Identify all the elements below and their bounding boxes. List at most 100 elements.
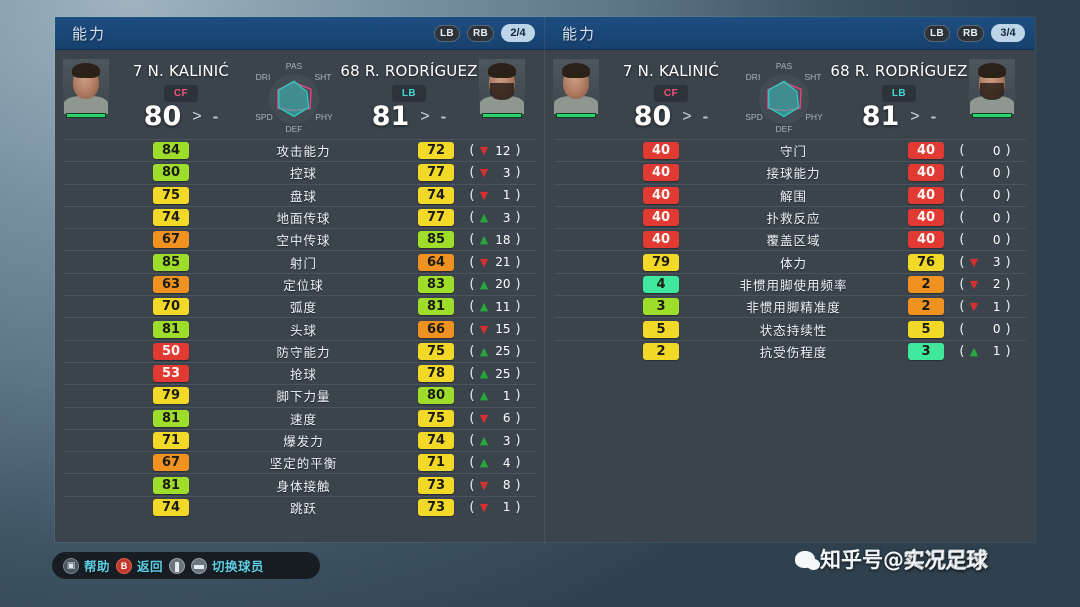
stat-row: 53 抢球 78(▲ 25) xyxy=(64,361,536,384)
bottom-bar-item[interactable]: 切换球员 xyxy=(191,556,264,575)
player-portrait-left xyxy=(63,59,109,119)
player-portrait-right xyxy=(479,59,525,119)
chevron-right-icon: > xyxy=(682,107,692,125)
rating-change-dash: - xyxy=(702,106,709,126)
dpad-horizontal-icon xyxy=(191,557,208,574)
stat-name: 地面传球 xyxy=(276,211,331,227)
diff-arrow-up: ▲ xyxy=(969,344,979,358)
diff-arrow-down: ▼ xyxy=(479,500,489,514)
diff-value: 21 xyxy=(495,255,511,270)
stat-difference: (0) xyxy=(959,232,1011,248)
diff-value: 1 xyxy=(502,500,511,515)
stat-difference: (0) xyxy=(959,143,1011,159)
chevron-right-icon: > xyxy=(192,107,202,125)
lb-bumper-button[interactable]: LB xyxy=(433,24,460,42)
bottom-bar-item[interactable]: B 返回 xyxy=(116,556,163,575)
stat-name: 速度 xyxy=(289,411,317,427)
stat-value-right: 64 xyxy=(418,253,454,271)
stat-value-right: 72 xyxy=(418,142,454,160)
radar-chart: PAS SHT PHY DEF SPD DRI xyxy=(739,58,829,138)
stat-value-left: 40 xyxy=(643,164,679,182)
stat-value-right: 40 xyxy=(908,142,944,160)
stat-name: 非惯用脚精准度 xyxy=(746,300,841,316)
page-indicator: 2/4 xyxy=(501,24,535,42)
stat-difference: (0) xyxy=(959,210,1011,226)
stat-value-right: 75 xyxy=(418,409,454,427)
stat-value-left: 79 xyxy=(643,253,679,271)
ability-panel-1: 能力 LB RB 2/4 7 N. KALINIĆ CF 80 > - PAS SHT PHY DEF S… xyxy=(55,17,545,542)
diff-value: 0 xyxy=(992,143,1001,158)
radar-label-def: DEF xyxy=(776,124,793,134)
diff-value: 1 xyxy=(992,344,1001,359)
chevron-right-icon: > xyxy=(420,107,430,125)
stat-row: 40 覆盖区域 40 (0) xyxy=(554,228,1026,250)
stat-name: 攻击能力 xyxy=(276,144,331,160)
stat-row: 75 盘球 74(▼ 1) xyxy=(64,183,536,206)
stat-name: 状态持续性 xyxy=(759,322,828,338)
b-button-icon: B xyxy=(116,557,133,574)
stat-difference: (▼ 2) xyxy=(959,276,1011,292)
stat-name: 盘球 xyxy=(289,188,317,204)
stat-difference: (▲ 3) xyxy=(469,210,521,226)
stat-row: 67 坚定的平衡 71(▲ 4) xyxy=(64,451,536,473)
rating-row: 80 > - xyxy=(144,103,219,130)
radar-label-phy: PHY xyxy=(805,112,823,122)
stat-difference: (▲ 1) xyxy=(469,388,521,404)
stat-value-left: 40 xyxy=(643,142,679,160)
stat-value-left: 5 xyxy=(643,320,679,338)
stat-name: 头球 xyxy=(289,322,317,338)
diff-arrow-down: ▼ xyxy=(969,255,979,269)
rb-bumper-button[interactable]: RB xyxy=(956,24,984,42)
diff-value: 1 xyxy=(502,388,511,403)
stat-value-left: 81 xyxy=(153,320,189,338)
stat-row: 2 抗受伤程度 3(▲ 1) xyxy=(554,339,1026,362)
stat-value-left: 40 xyxy=(643,231,679,249)
diff-arrow-up: ▲ xyxy=(479,456,489,470)
panel-header: 能力 LB RB 2/4 xyxy=(55,17,545,50)
stat-difference: (▲ 11) xyxy=(469,299,521,315)
bottom-bar-item[interactable] xyxy=(169,557,186,574)
stat-row: 40 扑救反应 40 (0) xyxy=(554,205,1026,228)
diff-value: 25 xyxy=(495,344,511,359)
stat-row: 63 定位球 83(▲ 20) xyxy=(64,272,536,295)
diff-arrow-up: ▲ xyxy=(479,389,489,403)
diff-arrow-down: ▼ xyxy=(479,188,489,202)
player-info-l: 7 N. KALINIĆ CF 80 > - xyxy=(599,56,739,130)
rating-change-dash: - xyxy=(212,106,219,126)
stat-name: 抗受伤程度 xyxy=(759,344,828,360)
diff-value: 6 xyxy=(502,411,511,426)
diff-value: 18 xyxy=(495,232,511,247)
lb-bumper-button[interactable]: LB xyxy=(923,24,950,42)
view-button-icon: ▣ xyxy=(63,557,79,574)
stat-value-right: 2 xyxy=(908,275,944,293)
player-rating: 80 xyxy=(143,101,182,132)
diff-arrow-up: ▲ xyxy=(479,233,489,247)
diff-value: 0 xyxy=(992,210,1001,225)
stat-difference: (0) xyxy=(959,321,1011,337)
stat-value-right: 66 xyxy=(418,320,454,338)
diff-arrow-up: ▲ xyxy=(479,344,489,358)
stat-row: 80 控球 77(▼ 3) xyxy=(64,161,536,183)
diff-value: 3 xyxy=(502,165,511,180)
stat-value-right: 71 xyxy=(418,454,454,472)
player-name: 7 N. KALINIĆ xyxy=(622,62,720,80)
stat-row: 4 非惯用脚使用频率 2(▼ 2) xyxy=(554,272,1026,295)
radar-label-sht: SHT xyxy=(315,72,332,82)
stat-difference: (▼ 3) xyxy=(469,165,521,181)
stat-row: 74 跳跃 73(▼ 1) xyxy=(64,495,536,518)
diff-arrow-down: ▼ xyxy=(479,144,489,158)
stat-value-right: 74 xyxy=(418,432,454,449)
rating-row: 81 > - xyxy=(862,103,937,130)
stat-value-left: 81 xyxy=(153,409,189,427)
bottom-bar-item[interactable]: ▣ 帮助 xyxy=(63,556,110,575)
stat-value-left: 63 xyxy=(153,275,189,293)
diff-value: 1 xyxy=(502,188,511,203)
diff-arrow-down: ▼ xyxy=(479,478,489,492)
rb-bumper-button[interactable]: RB xyxy=(466,24,494,42)
stat-value-right: 40 xyxy=(908,186,944,204)
player-name: 7 N. KALINIĆ xyxy=(132,62,230,80)
diff-value: 3 xyxy=(992,255,1001,270)
diff-arrow-down: ▼ xyxy=(479,411,489,425)
stat-name: 抢球 xyxy=(289,367,317,383)
stat-value-right: 85 xyxy=(418,231,454,249)
